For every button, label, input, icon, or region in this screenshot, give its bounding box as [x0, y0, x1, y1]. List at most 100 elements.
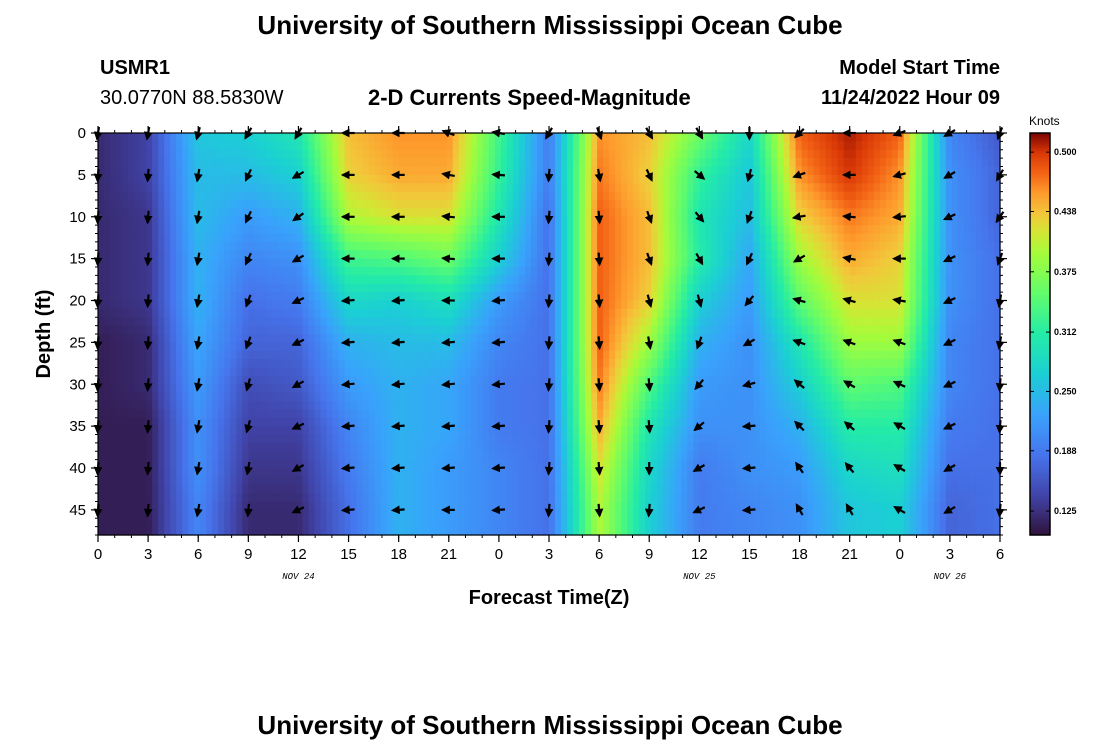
- heatmap-cell: [200, 401, 207, 410]
- heatmap-cell: [98, 158, 105, 168]
- heatmap-cell: [711, 501, 718, 511]
- heatmap-cell: [338, 375, 346, 385]
- heatmap-cell: [122, 501, 129, 511]
- heatmap-cell: [170, 300, 177, 310]
- heatmap-cell: [296, 493, 304, 503]
- heatmap-cell: [248, 267, 255, 276]
- heatmap-cell: [314, 267, 322, 276]
- heatmap-cell: [386, 174, 394, 184]
- heatmap-cell: [212, 200, 219, 209]
- heatmap-cell: [651, 426, 658, 436]
- heatmap-cell: [530, 342, 538, 352]
- heatmap-cell: [428, 208, 436, 218]
- heatmap-cell: [687, 334, 694, 343]
- heatmap-cell: [410, 283, 418, 293]
- heatmap-cell: [687, 392, 694, 402]
- heatmap-cell: [224, 426, 231, 436]
- heatmap-cell: [356, 308, 364, 318]
- heatmap-cell: [188, 166, 195, 176]
- heatmap-cell: [368, 476, 376, 486]
- heatmap-cell: [272, 509, 279, 519]
- heatmap-cell: [717, 526, 724, 536]
- heatmap-cell: [266, 200, 273, 209]
- heatmap-cell: [176, 417, 183, 427]
- heatmap-cell: [633, 216, 640, 226]
- heatmap-cell: [206, 149, 213, 159]
- heatmap-cell: [476, 417, 484, 427]
- heatmap-cell: [597, 409, 604, 419]
- heatmap-cell: [206, 476, 213, 486]
- heatmap-cell: [116, 484, 123, 494]
- heatmap-cell: [669, 200, 676, 209]
- heatmap-cell: [230, 233, 237, 243]
- heatmap-cell: [164, 183, 171, 193]
- heatmap-cell: [585, 225, 592, 235]
- heatmap-cell: [555, 225, 562, 235]
- heatmap-cell: [188, 350, 195, 360]
- heatmap-cell: [212, 401, 219, 410]
- heatmap-cell: [494, 149, 502, 159]
- heatmap-cell: [536, 417, 544, 427]
- heatmap-cell: [236, 459, 243, 469]
- heatmap-cell: [573, 442, 580, 452]
- heatmap-cell: [200, 300, 207, 310]
- heatmap-cell: [134, 459, 141, 469]
- heatmap-cell: [681, 283, 688, 293]
- heatmap-cell: [693, 325, 700, 335]
- heatmap-cell: [152, 258, 159, 268]
- heatmap-cell: [434, 434, 442, 444]
- heatmap-cell: [134, 149, 141, 159]
- heatmap-cell: [116, 300, 123, 310]
- heatmap-cell: [368, 300, 376, 310]
- heatmap-cell: [248, 468, 255, 477]
- heatmap-cell: [332, 451, 340, 461]
- heatmap-cell: [284, 283, 292, 293]
- heatmap-cell: [110, 133, 117, 142]
- heatmap-cell: [362, 509, 370, 519]
- heatmap-cell: [555, 484, 562, 494]
- heatmap-cell: [194, 484, 201, 494]
- heatmap-cell: [248, 526, 255, 536]
- heatmap-cell: [627, 392, 634, 402]
- heatmap-cell: [711, 191, 718, 201]
- heatmap-cell: [615, 484, 622, 494]
- heatmap-cell: [194, 267, 201, 276]
- heatmap-cell: [392, 275, 400, 285]
- heatmap-cell: [110, 518, 117, 528]
- heatmap-cell: [639, 183, 646, 193]
- heatmap-cell: [476, 300, 484, 310]
- heatmap-cell: [380, 183, 388, 193]
- heatmap-cell: [524, 426, 532, 436]
- heatmap-cell: [158, 501, 165, 511]
- heatmap-cell: [512, 417, 520, 427]
- heatmap-cell: [663, 149, 670, 159]
- heatmap-cell: [362, 241, 370, 251]
- heatmap-cell: [278, 426, 286, 436]
- heatmap-cell: [561, 166, 568, 176]
- heatmap-cell: [356, 191, 364, 201]
- heatmap-cell: [464, 308, 472, 318]
- heatmap-cell: [555, 501, 562, 511]
- heatmap-cell: [314, 200, 322, 209]
- heatmap-cell: [302, 392, 310, 402]
- heatmap-cell: [230, 409, 237, 419]
- heatmap-cell: [278, 375, 286, 385]
- heatmap-cell: [434, 417, 442, 427]
- heatmap-cell: [212, 283, 219, 293]
- heatmap-cell: [567, 334, 574, 343]
- heatmap-cell: [561, 526, 568, 536]
- heatmap-cell: [615, 158, 622, 168]
- heatmap-cell: [482, 191, 490, 201]
- heatmap-cell: [609, 258, 616, 268]
- heatmap-cell: [284, 325, 292, 335]
- heatmap-cell: [639, 526, 646, 536]
- heatmap-cell: [392, 283, 400, 293]
- heatmap-cell: [567, 300, 574, 310]
- heatmap-cell: [506, 325, 514, 335]
- heatmap-cell: [188, 484, 195, 494]
- heatmap-cell: [669, 283, 676, 293]
- heatmap-cell: [621, 417, 628, 427]
- heatmap-cell: [266, 350, 273, 360]
- heatmap-cell: [549, 166, 556, 176]
- heatmap-cell: [182, 317, 189, 327]
